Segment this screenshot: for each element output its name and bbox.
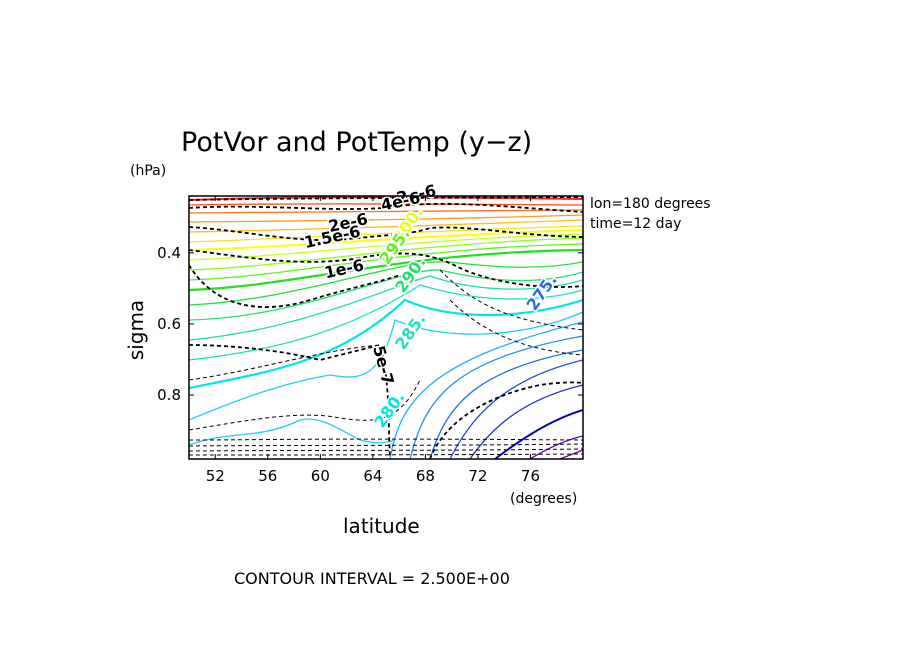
x-tick-label: 76 xyxy=(521,467,540,485)
theta-contour xyxy=(189,243,583,281)
theta-contour xyxy=(189,229,583,251)
theta-contour xyxy=(189,261,583,306)
pv-contour xyxy=(189,344,381,381)
theta-contour xyxy=(189,233,583,261)
theta-contour xyxy=(429,349,583,459)
theta-contour xyxy=(469,384,583,459)
pv-contour xyxy=(429,381,583,459)
plot-frame xyxy=(188,195,584,460)
theta-contour xyxy=(529,435,583,459)
x-tick-label: 68 xyxy=(416,467,435,485)
pv-contour xyxy=(189,379,421,431)
y-units-label: (hPa) xyxy=(130,163,166,179)
x-tick-label: 60 xyxy=(311,467,330,485)
y-axis-label: sigma xyxy=(124,300,148,360)
contour-interval-note: CONTOUR INTERVAL = 2.500E+00 xyxy=(234,569,510,588)
pv-contours xyxy=(189,196,583,459)
x-axis-label: latitude xyxy=(343,514,420,538)
pv-contour-label: 5e-7 xyxy=(369,344,398,387)
pv-contour xyxy=(189,264,401,308)
theta-contour xyxy=(389,321,583,459)
pv-contour xyxy=(189,448,583,452)
x-tick-label: 64 xyxy=(363,467,382,485)
y-axis-ticks: 0.4 0.6 0.8 xyxy=(157,244,583,404)
annotation-lon: lon=180 degrees xyxy=(590,196,711,212)
annotation-time: time=12 day xyxy=(590,216,681,232)
pv-contour xyxy=(189,202,583,213)
x-tick-label: 52 xyxy=(206,467,225,485)
x-tick-label: 56 xyxy=(258,467,277,485)
pv-contour xyxy=(189,453,583,456)
theta-contour xyxy=(189,225,583,243)
theta-contour xyxy=(189,275,583,341)
theta-contour xyxy=(189,203,583,206)
theta-contour-label: 280. xyxy=(370,388,408,431)
y-tick-label: 0.4 xyxy=(157,244,181,262)
pv-contour-label: 1e-6 xyxy=(323,255,366,282)
y-tick-label: 0.6 xyxy=(157,315,181,333)
theta-contour xyxy=(189,418,396,446)
pv-contour xyxy=(189,196,583,201)
pv-contour xyxy=(449,299,583,356)
theta-contour-label: 285. xyxy=(391,310,429,353)
pv-contour xyxy=(189,226,583,242)
chart-title: PotVor and PotTemp (y−z) xyxy=(181,127,532,158)
theta-contour xyxy=(494,409,583,459)
theta-contour xyxy=(189,269,583,321)
theta-contours xyxy=(189,196,583,459)
pv-contour xyxy=(439,269,583,331)
theta-contour xyxy=(559,449,583,459)
pv-contour xyxy=(189,443,583,447)
x-tick-label: 72 xyxy=(468,467,487,485)
theta-contour xyxy=(409,335,583,459)
pv-contour xyxy=(189,249,583,288)
x-units-label: (degrees) xyxy=(510,491,577,507)
x-axis-ticks: 52 56 60 64 68 72 76 xyxy=(206,196,540,485)
theta-contour xyxy=(189,298,583,390)
theta-contour xyxy=(189,237,583,271)
theta-contour xyxy=(189,214,583,223)
theta-contour xyxy=(189,248,583,292)
pv-contour xyxy=(189,438,583,441)
pv-contour-label: 1.5e-6 xyxy=(302,222,362,252)
theta-contour xyxy=(189,209,583,214)
pv-contour xyxy=(189,343,391,459)
y-tick-label: 0.8 xyxy=(157,386,181,404)
